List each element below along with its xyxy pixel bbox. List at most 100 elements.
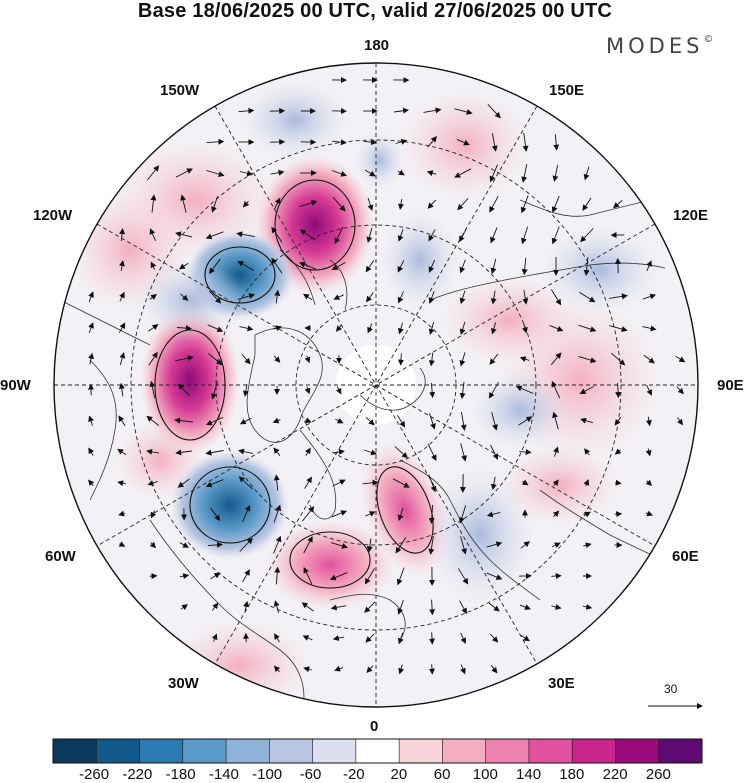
colorbar-tick-label: 180 [559,766,585,783]
wind-vector [175,231,193,238]
wind-vector [515,385,534,394]
wind-vector [332,139,347,146]
wind-vector [491,412,498,431]
wind-vector [88,415,94,426]
wind-vector [175,355,194,362]
colorbar-swatch [312,739,357,763]
wind-vector [206,170,225,177]
wind-vector [491,133,498,152]
wind-vector [366,227,373,243]
wind-vector [645,479,653,487]
wind-vector [397,169,405,176]
wind-vector [427,199,437,209]
wind-vector [454,108,473,115]
colorbar-tick-label: -260 [79,766,110,783]
colorbar-tick-label: 140 [516,766,542,783]
wind-vector [583,479,589,487]
wind-vector [552,411,559,430]
modes-logo: MODES© [606,34,713,58]
wind-vector [642,325,657,332]
wind-vector [239,417,252,425]
wind-vector [397,632,404,645]
wind-vector [645,510,654,517]
wind-vector [273,447,281,457]
wind-vector [119,352,126,366]
wind-vector [645,416,652,427]
wind-vector [551,226,560,245]
wind-vector [454,168,472,178]
wind-vector [429,413,436,430]
wind-vector [119,291,125,302]
lon-label-150e: 150E [549,82,585,99]
wind-vector [397,229,404,242]
wind-vector [553,134,560,151]
wind-vector [210,572,221,580]
wind-vector [302,635,313,641]
colorbar-tick-label: -180 [165,766,196,783]
wind-vector [303,293,313,301]
wind-vector [273,474,280,491]
wind-vector [146,448,159,455]
wind-vector [119,260,125,271]
wind-vector [330,604,347,611]
wind-vector [238,448,254,455]
wind-vector [489,164,498,183]
wind-vector [211,602,219,611]
wind-vector [522,133,529,152]
wind-vector [88,291,94,302]
colorbar-tick-label: -60 [299,766,322,783]
wind-vector [520,541,530,549]
wind-vector [239,537,253,552]
wind-vector [549,324,564,332]
wind-vector [177,383,190,397]
wind-vector [677,417,683,426]
wind-vector [304,386,311,395]
wind-vector [428,474,437,493]
wind-vector [148,351,158,366]
wind-vector [209,258,221,275]
wind-vector [553,446,559,457]
wind-vector [609,325,628,332]
wind-vector [458,505,467,524]
wind-vector [364,568,375,585]
wind-vector [239,325,254,332]
colorbar-tick-label: 220 [602,766,628,783]
wind-vector [332,635,345,642]
wind-vector [334,226,344,245]
colorbar-swatch [399,739,443,763]
wind-vector [458,568,469,585]
wind-vector [150,261,157,270]
wind-vector [304,355,311,364]
wind-vector [304,476,312,489]
wind-vector [519,604,531,610]
wind-vector [398,664,404,675]
wind-vector [273,504,282,523]
wind-vector [117,448,127,456]
colorbar-frame [52,738,703,764]
wind-vector [552,510,560,518]
wind-vector [208,353,223,366]
wind-vector [583,166,590,181]
colorbar-swatch [615,739,660,763]
colorbar-swatch [139,739,184,763]
lon-label-90w: 90W [0,377,31,394]
wind-vector [550,352,562,366]
wind-vector [397,291,404,304]
wind-vector [551,380,561,399]
wind-vector [520,634,530,642]
wind-vector [393,107,409,114]
wind-vector [521,226,529,245]
wind-vector [521,479,529,486]
lon-label-120e: 120E [673,207,709,224]
wind-vector [583,256,590,276]
reference-vector-label: 30 [664,682,678,696]
colorbar-swatch [226,739,270,763]
wind-vector [578,355,597,364]
wind-vector [238,476,253,490]
wind-vector [521,164,528,183]
wind-vector [274,633,280,643]
wind-vector [457,198,469,211]
colorbar-swatch [96,739,140,763]
wind-vector [180,194,187,213]
wind-vector [429,632,436,645]
